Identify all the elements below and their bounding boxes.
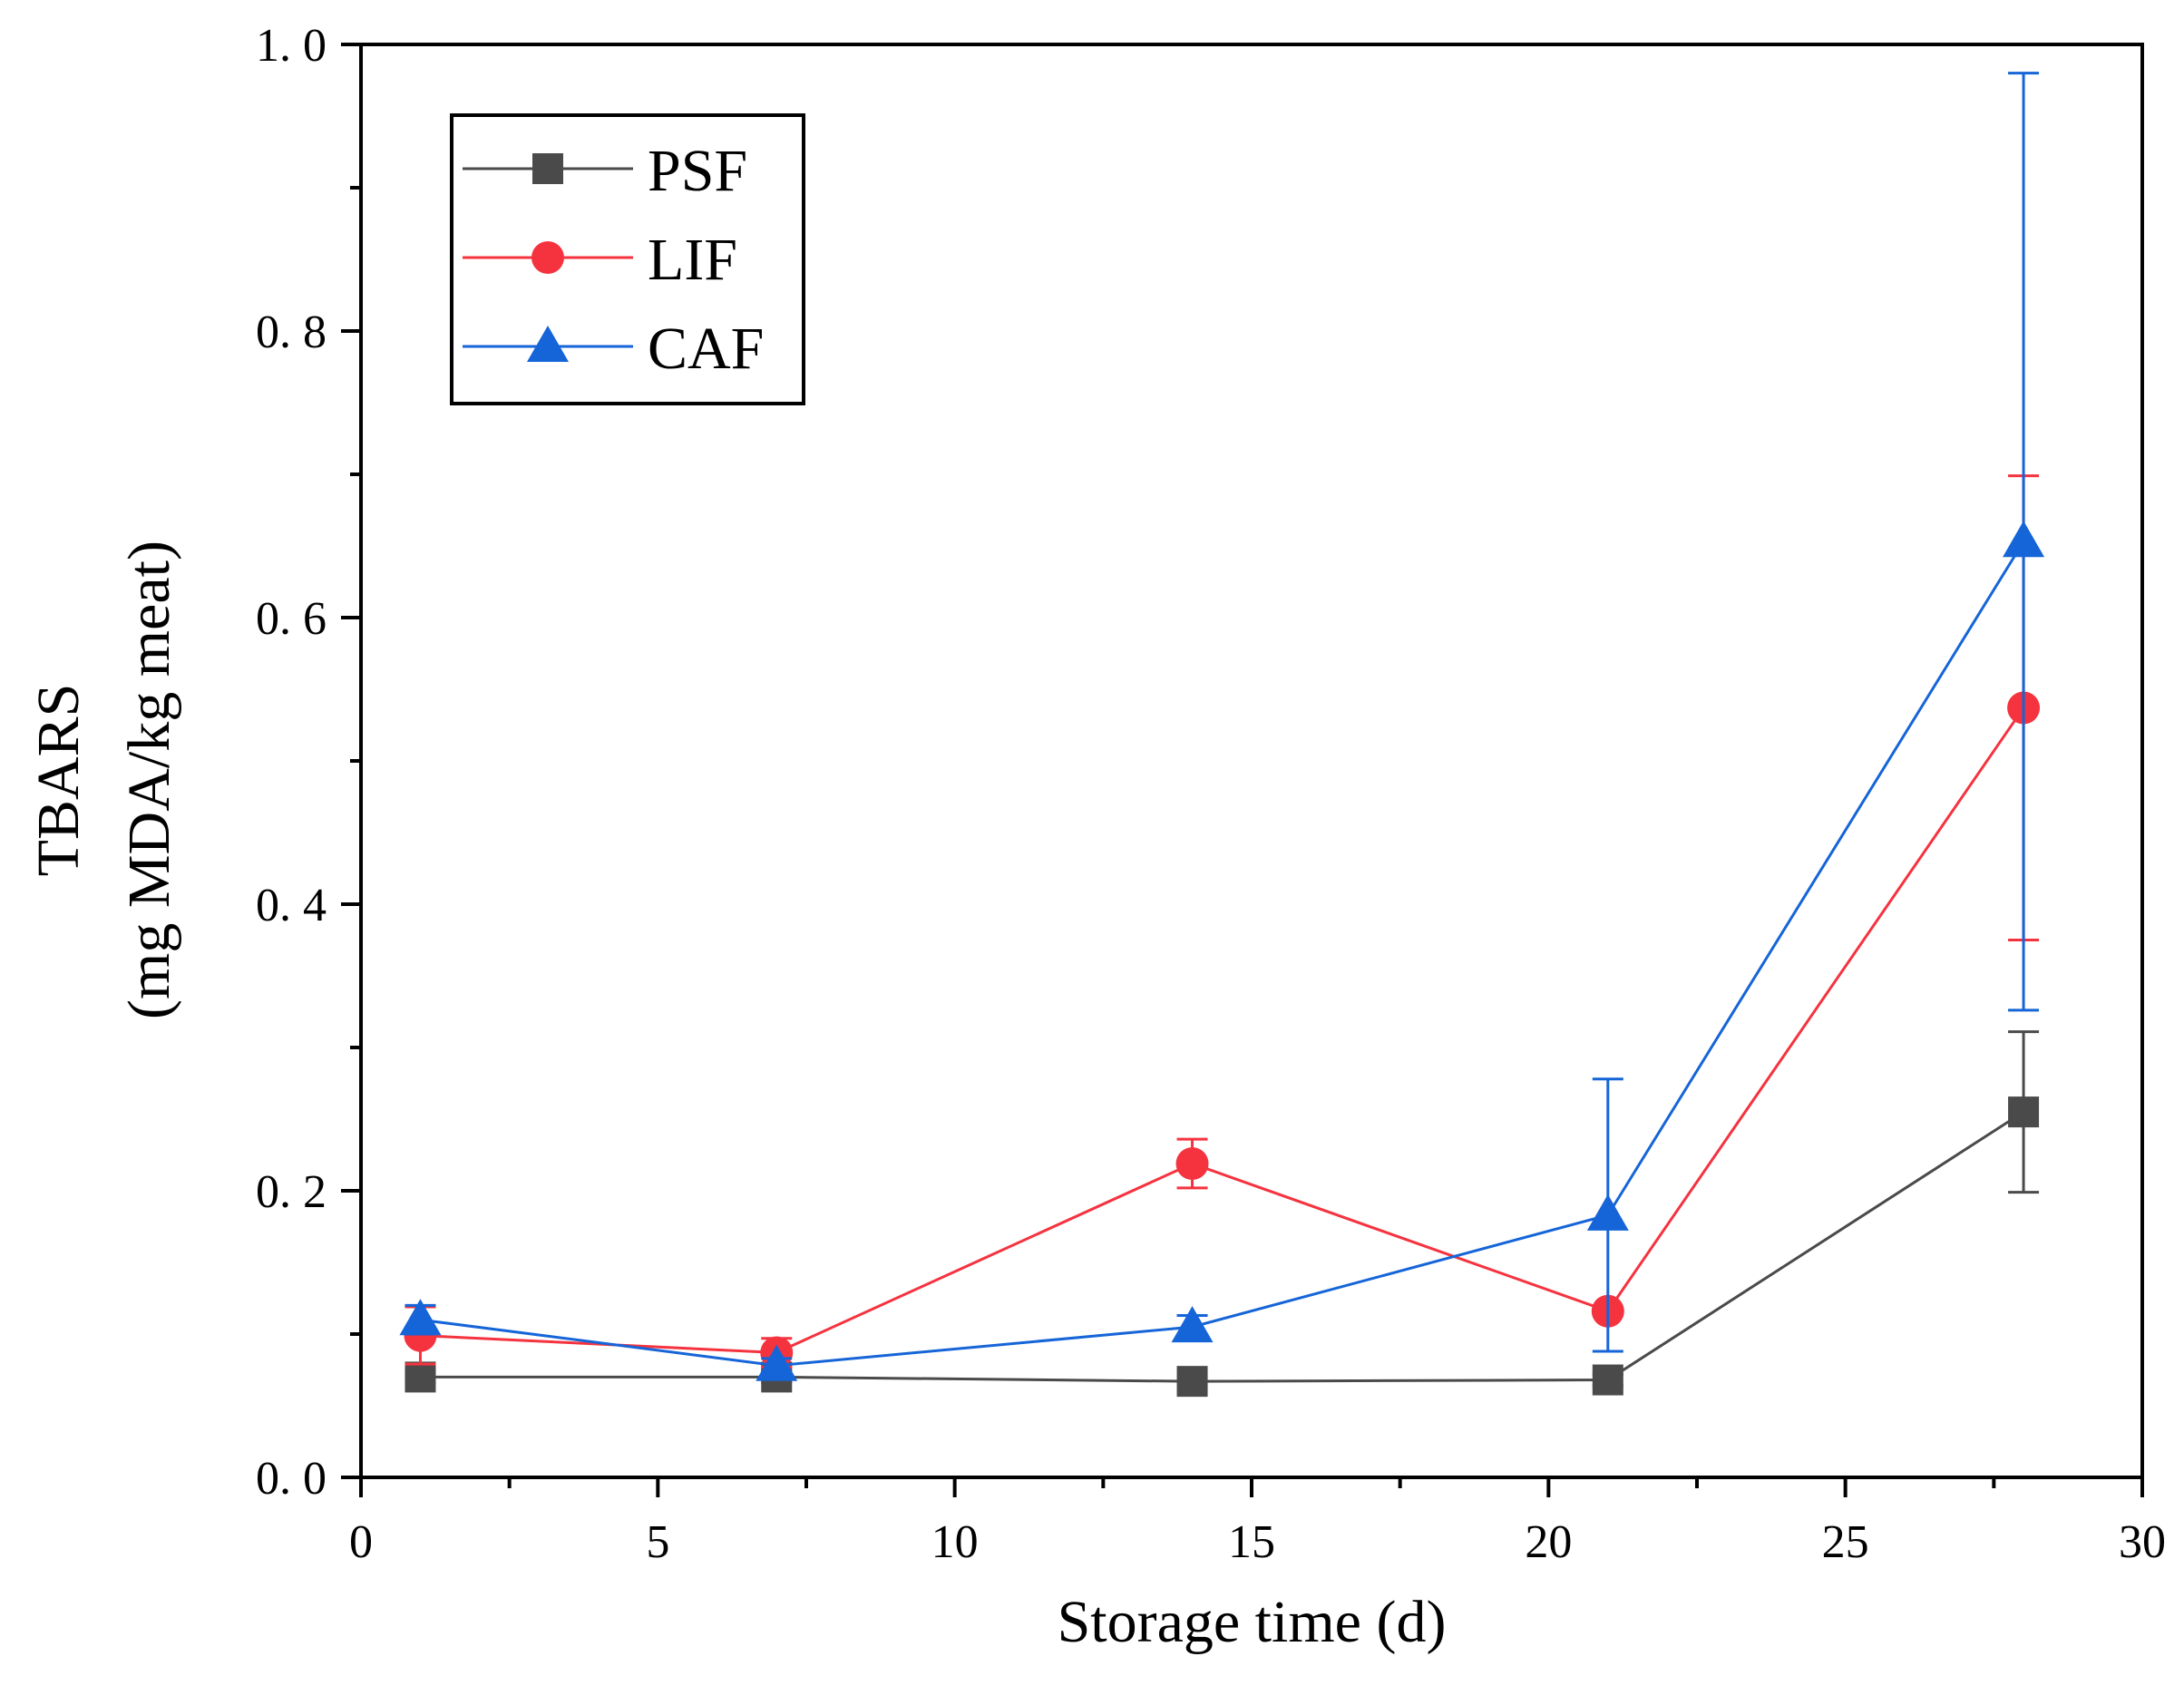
series-lif: [404, 474, 2041, 1369]
marker-psf-14: [1176, 1366, 1208, 1398]
y-axis-title-line-1: TBARS: [25, 684, 92, 877]
y-tick-label-3: 0. 6: [256, 593, 327, 645]
marker-caf-7: [756, 1344, 798, 1381]
legend-label-lif: LIF: [648, 227, 737, 293]
y-tick-label-0: 0. 0: [256, 1453, 327, 1505]
y-tick-label-4: 0. 8: [256, 307, 327, 358]
legend-marker-psf: [532, 153, 563, 184]
series-line-lif: [420, 706, 2025, 1355]
x-tick-label-30: 30: [2119, 1516, 2166, 1568]
axes-layer: 0 5 10 15 20 25 30 0. 0 0. 2 0. 4 0. 6 0. 8 1. 0: [256, 20, 2166, 1568]
series-line-psf: [420, 1110, 2024, 1383]
marker-caf-21: [1586, 1194, 1629, 1231]
x-tick-label-20: 20: [1525, 1516, 1572, 1568]
series-layer: [399, 72, 2045, 1398]
marker-caf-28: [2003, 521, 2045, 558]
x-axis-title: Storage time (d): [1058, 1589, 1447, 1655]
marker-lif-14: [1175, 1146, 1209, 1180]
y-tick-label-5: 1. 0: [256, 20, 327, 72]
y-axis-title: TBARS (mg MDA/kg meat): [25, 541, 182, 1019]
legend-label-psf: PSF: [648, 138, 747, 204]
x-tick-label-5: 5: [646, 1516, 669, 1568]
marker-psf-28: [2008, 1096, 2040, 1128]
series-caf: [399, 72, 2045, 1381]
y-tick-label-2: 0. 4: [256, 880, 327, 931]
legend-box: [450, 113, 805, 405]
marker-caf-1: [399, 1299, 442, 1336]
legend-marker-caf: [527, 326, 569, 362]
y-tick-label-1: 0. 2: [256, 1166, 327, 1218]
x-tick-label-15: 15: [1228, 1516, 1275, 1568]
x-tick-label-10: 10: [931, 1516, 979, 1568]
marker-caf-14: [1171, 1306, 1214, 1343]
series-line-caf: [420, 541, 2025, 1368]
x-tick-label-25: 25: [1822, 1516, 1869, 1568]
marker-psf-21: [1592, 1364, 1623, 1396]
series-psf: [405, 1030, 2040, 1398]
y-axis-title-line-2: (mg MDA/kg meat): [116, 541, 182, 1019]
x-tick-label-0: 0: [349, 1516, 373, 1568]
legend: PSF LIF CAF: [450, 113, 805, 405]
legend-marker-lif: [531, 241, 564, 274]
legend-label-caf: CAF: [648, 316, 764, 382]
marker-psf-1: [405, 1361, 436, 1393]
